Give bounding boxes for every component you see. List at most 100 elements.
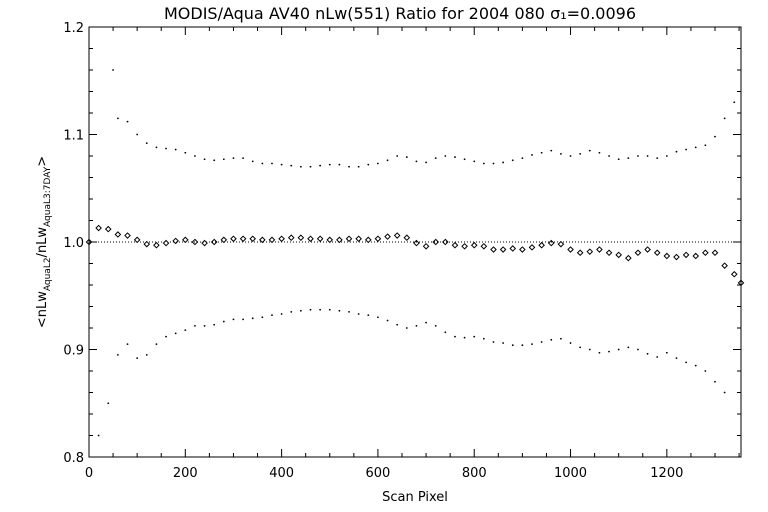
y-tick-label: 1.2 — [63, 21, 84, 36]
data-point-mean — [557, 240, 565, 248]
data-point-lower-std — [290, 310, 293, 313]
data-point-mean — [364, 236, 372, 244]
data-point-lower-std — [232, 318, 235, 321]
data-point-lower-std — [704, 370, 707, 372]
y-axis-label: <nLwAquaL2/nLwAquaL3:7DAY> — [35, 156, 53, 328]
data-point-mean — [586, 248, 594, 255]
data-point-mean — [230, 235, 237, 243]
data-point-upper-std — [319, 164, 322, 167]
data-point-mean — [605, 249, 613, 257]
data-point-upper-std — [165, 147, 167, 150]
data-point-upper-std — [203, 158, 206, 161]
data-point-lower-std — [126, 343, 129, 346]
data-point-mean — [509, 245, 517, 252]
data-point-lower-std — [386, 319, 389, 322]
data-point-upper-std — [560, 152, 562, 155]
data-point-upper-std — [588, 149, 591, 152]
data-point-lower-std — [328, 308, 331, 311]
data-point-upper-std — [396, 155, 399, 157]
data-point-mean — [104, 225, 112, 233]
data-point-lower-std — [136, 357, 139, 359]
data-point-upper-std — [145, 142, 148, 145]
data-point-upper-std — [656, 157, 659, 160]
data-point-mean — [499, 246, 507, 253]
data-point-mean — [345, 235, 353, 243]
data-point-upper-std — [136, 133, 139, 136]
data-point-upper-std — [444, 155, 447, 157]
y-tick-label: 0.8 — [63, 451, 84, 466]
data-point-mean — [615, 251, 622, 259]
data-point-mean — [384, 233, 391, 240]
data-point-lower-std — [107, 402, 110, 405]
data-point-upper-std — [492, 162, 495, 165]
data-point-lower-std — [637, 348, 639, 351]
data-point-lower-std — [627, 346, 630, 349]
data-point-mean — [181, 236, 189, 244]
data-point-mean — [172, 237, 179, 245]
data-point-lower-std — [405, 327, 408, 329]
data-point-lower-std — [299, 309, 302, 312]
data-point-upper-std — [511, 159, 514, 162]
data-point-mean — [461, 242, 468, 250]
y-label-open: <nLw — [35, 291, 50, 328]
data-point-mean — [576, 249, 584, 257]
data-point-upper-std — [405, 156, 408, 158]
data-point-lower-std — [396, 323, 399, 326]
data-point-lower-std — [242, 318, 244, 321]
data-point-lower-std — [569, 342, 572, 344]
data-point-mean — [519, 246, 526, 253]
data-point-mean — [470, 241, 478, 249]
data-point-mean — [374, 235, 382, 243]
data-point-upper-std — [116, 117, 119, 120]
data-point-lower-std — [617, 348, 620, 351]
data-point-upper-std — [261, 162, 264, 165]
data-point-upper-std — [646, 155, 649, 157]
data-point-lower-std — [203, 324, 206, 327]
data-point-lower-std — [174, 332, 177, 335]
data-point-mean — [326, 236, 334, 244]
data-point-upper-std — [637, 155, 639, 157]
data-point-mean — [692, 252, 700, 260]
data-point-lower-std — [184, 329, 187, 332]
data-point-mean — [625, 254, 632, 262]
data-point-mean — [307, 235, 314, 243]
data-point-upper-std — [540, 151, 543, 154]
data-point-upper-std — [194, 155, 196, 157]
data-point-mean — [422, 242, 430, 250]
data-point-upper-std — [608, 155, 610, 157]
data-point-upper-std — [675, 150, 678, 153]
data-point-lower-std — [194, 324, 196, 327]
data-point-upper-std — [723, 117, 726, 120]
y-axis-ticks: 0.8 0.9 1.0 1.1 1.2 — [63, 21, 741, 466]
series-lower-std — [97, 308, 726, 437]
data-point-lower-std — [511, 344, 514, 347]
data-point-lower-std — [714, 380, 716, 383]
data-point-lower-std — [116, 353, 119, 356]
data-point-upper-std — [454, 156, 456, 158]
data-point-lower-std — [222, 320, 225, 323]
data-point-upper-std — [290, 164, 293, 167]
y-tick-label: 1.1 — [63, 129, 84, 144]
x-tick-label: 1200 — [650, 466, 683, 481]
y-label-mid: /nLw — [35, 227, 50, 258]
data-point-lower-std — [521, 344, 524, 347]
data-point-mean — [220, 236, 228, 244]
data-point-mean — [711, 249, 719, 257]
data-point-lower-std — [531, 343, 533, 346]
data-point-lower-std — [723, 391, 726, 394]
data-point-upper-std — [242, 157, 244, 160]
data-point-upper-std — [598, 151, 601, 154]
series-upper-std — [112, 69, 736, 168]
data-point-lower-std — [319, 308, 322, 311]
data-point-mean — [297, 234, 305, 242]
data-point-upper-std — [694, 146, 697, 149]
data-point-mean — [663, 252, 671, 260]
data-point-mean — [153, 241, 160, 249]
data-point-mean — [682, 251, 690, 259]
x-tick-label: 1000 — [554, 466, 587, 481]
data-point-lower-std — [97, 434, 100, 437]
data-point-upper-std — [733, 101, 736, 104]
data-point-mean — [210, 238, 218, 246]
data-point-mean — [393, 232, 401, 239]
data-point-upper-std — [348, 165, 350, 168]
